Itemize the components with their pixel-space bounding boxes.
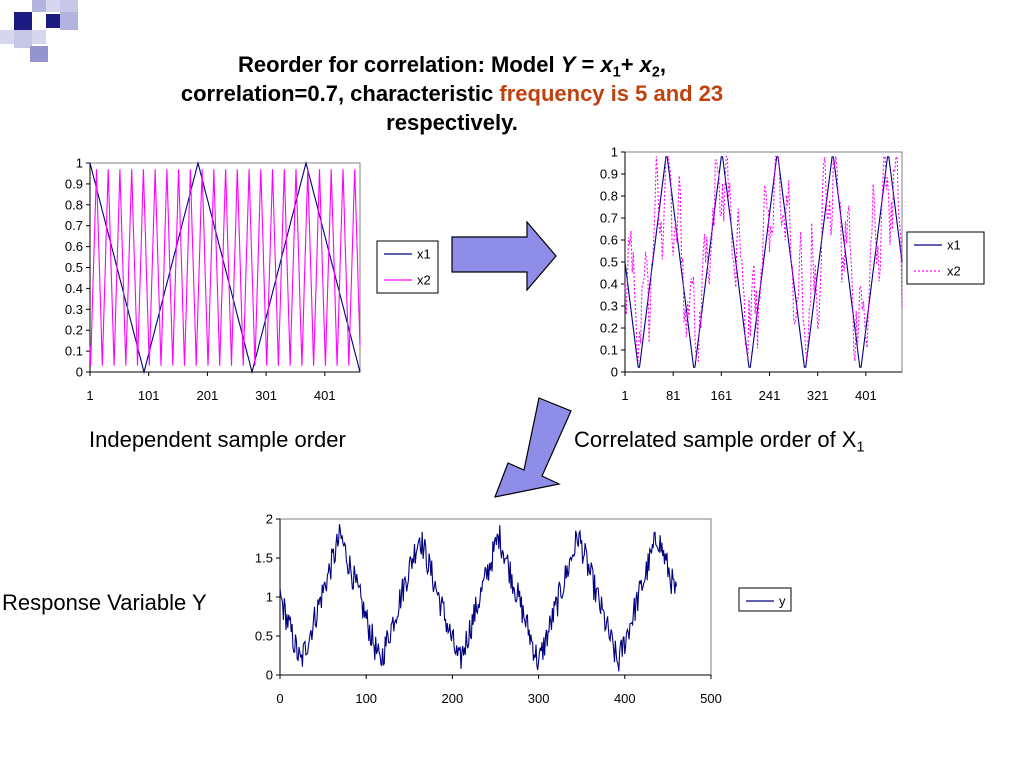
deco-square-7	[32, 12, 46, 30]
chart1-legend-box	[376, 240, 439, 294]
title-var-x2: x	[639, 52, 652, 77]
chart1-xtick-label: 101	[138, 388, 160, 403]
chart1-ytick-label: 0.2	[65, 323, 83, 338]
chart2-ytick-label: 0.4	[600, 277, 618, 292]
chart1-xtick-label: 201	[197, 388, 219, 403]
down-arrow	[494, 397, 572, 498]
deco-square-4	[60, 0, 78, 12]
chart3-ytick-label: 1.5	[255, 551, 273, 566]
deco-square-2	[32, 0, 46, 12]
chart3-xtick-label: 400	[614, 691, 636, 706]
caption-independent: Independent sample order	[89, 427, 346, 452]
chart2-ytick-label: 0.2	[600, 321, 618, 336]
chart1-legend-label-x1: x1	[417, 247, 431, 262]
deco-square-6	[14, 30, 32, 48]
caption-response: Response Variable Y	[2, 590, 207, 615]
chart1-ytick-label: 0.4	[65, 281, 83, 296]
chart3-legend-box	[738, 587, 792, 612]
title-sub1: 1	[612, 64, 621, 81]
chart3-xtick-label: 0	[276, 691, 283, 706]
chart2-xtick-label: 1	[621, 388, 628, 403]
chart2-xtick-label: 401	[855, 388, 877, 403]
deco-square-10	[32, 30, 46, 44]
deco-square-5	[0, 30, 14, 44]
caption-correlated-sub: 1	[856, 439, 865, 456]
title-line3: respectively.	[386, 110, 518, 135]
caption-correlated: Correlated sample order of X1	[574, 427, 865, 456]
slide-title: Reorder for correlation: Model Y = x1+ x…	[100, 50, 804, 137]
chart2-series-x2-line	[624, 154, 903, 362]
title-var-y: Y	[560, 52, 576, 77]
chart1-legend-label-x2: x2	[417, 273, 431, 288]
chart2-ytick-label: 1	[611, 145, 618, 160]
chart3-ytick-label: 1	[266, 590, 273, 605]
title-text-a: Reorder for correlation: Model	[238, 52, 561, 77]
chart2-legend-box	[906, 231, 985, 285]
chart2-xtick-label: 161	[710, 388, 732, 403]
chart3-xtick-label: 200	[442, 691, 464, 706]
chart1-xtick-label: 301	[255, 388, 277, 403]
title-eq: =	[575, 52, 601, 77]
right-arrow	[451, 220, 557, 292]
chart3-series-y-line	[279, 524, 678, 672]
chart2-plot-frame	[624, 151, 903, 373]
deco-square-9	[60, 12, 78, 30]
title-line1: Reorder for correlation: Model Y = x1+ x…	[238, 52, 666, 81]
title-sub2: 2	[651, 64, 660, 81]
title-plus: +	[620, 52, 640, 77]
chart1-ytick-label: 0	[76, 365, 83, 380]
title-highlight: frequency is 5 and 23	[499, 81, 724, 106]
title-comma: ,	[659, 52, 666, 77]
chart1-ytick-label: 0.6	[65, 239, 83, 254]
chart2-ytick-label: 0.6	[600, 233, 618, 248]
chart2-xtick-label: 321	[807, 388, 829, 403]
chart2-ytick-label: 0.9	[600, 167, 618, 182]
chart3-ytick-label: 0.5	[255, 629, 273, 644]
chart1-ytick-label: 0.7	[65, 218, 83, 233]
chart3-ytick-label: 0	[266, 668, 273, 683]
deco-square-8	[46, 14, 60, 28]
deco-square-12	[48, 30, 60, 46]
chart2-legend-label-x1: x1	[947, 238, 961, 253]
deco-square-11	[30, 46, 48, 62]
chart3-xtick-label: 300	[528, 691, 550, 706]
deco-square-3	[46, 0, 60, 12]
chart3-ytick-label: 2	[266, 512, 273, 527]
chart2-series-x1-line	[624, 156, 903, 368]
chart2-ytick-label: 0.5	[600, 255, 618, 270]
caption-correlated-text: Correlated sample order of X	[574, 427, 857, 452]
chart1-ytick-label: 0.3	[65, 302, 83, 317]
chart2-legend-label-x2: x2	[947, 264, 961, 279]
chart1-ytick-label: 0.9	[65, 176, 83, 191]
chart2-ytick-label: 0	[611, 365, 618, 380]
chart1-ytick-label: 0.8	[65, 197, 83, 212]
chart2-ytick-label: 0.8	[600, 189, 618, 204]
chart2-xtick-label: 241	[759, 388, 781, 403]
chart2-ytick-label: 0.1	[600, 343, 618, 358]
chart3-xtick-label: 500	[700, 691, 722, 706]
chart2-xtick-label: 81	[666, 388, 680, 403]
title-var-x1: x	[600, 52, 613, 77]
title-line2: correlation=0.7, characteristic	[180, 81, 500, 106]
chart1-series-x1-line	[89, 160, 361, 375]
chart1-xtick-label: 1	[86, 388, 93, 403]
chart1-plot-frame	[89, 162, 361, 373]
chart3-legend-label-y: y	[779, 594, 786, 609]
chart2-ytick-label: 0.7	[600, 211, 618, 226]
chart2-ytick-label: 0.3	[600, 299, 618, 314]
chart1-ytick-label: 1	[76, 156, 83, 171]
deco-square-1	[14, 12, 32, 30]
chart1-xtick-label: 401	[314, 388, 336, 403]
chart3-xtick-label: 100	[355, 691, 377, 706]
chart1-ytick-label: 0.5	[65, 260, 83, 275]
chart1-ytick-label: 0.1	[65, 344, 83, 359]
chart1-series-x2-line	[89, 169, 361, 366]
chart3-plot-frame	[279, 518, 712, 676]
